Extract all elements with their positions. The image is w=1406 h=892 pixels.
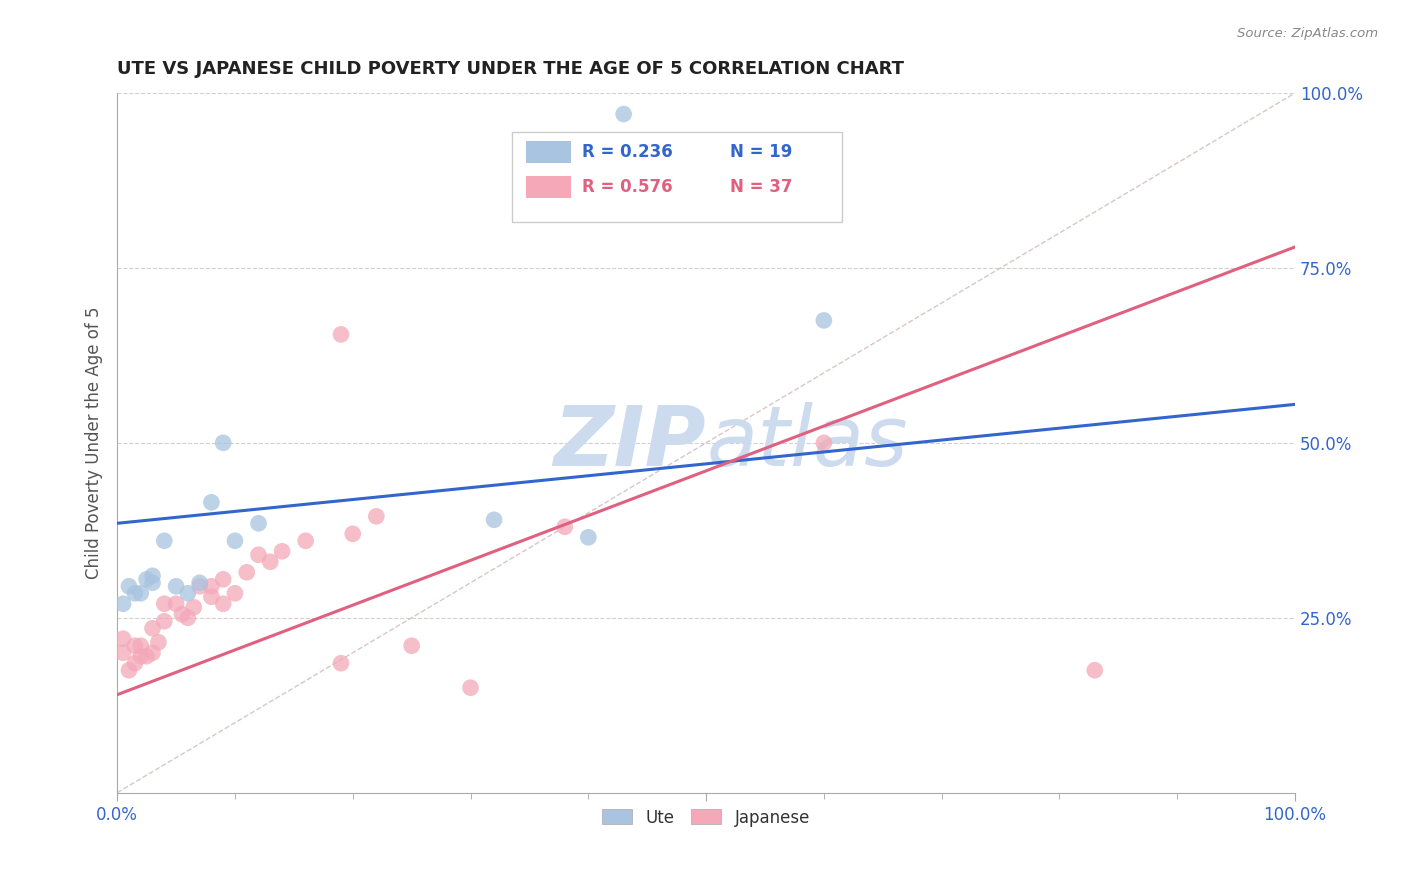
Point <box>330 327 353 342</box>
Point <box>482 513 505 527</box>
Point <box>153 533 176 548</box>
Point <box>212 435 235 450</box>
Point <box>141 646 163 660</box>
Point <box>342 526 364 541</box>
Point <box>177 586 200 600</box>
Point <box>1084 663 1107 677</box>
Point <box>401 639 423 653</box>
Point <box>124 586 146 600</box>
Point <box>112 632 135 646</box>
Point <box>124 639 146 653</box>
Point <box>235 566 257 580</box>
Point <box>118 663 141 677</box>
Point <box>170 607 193 622</box>
Point <box>129 639 152 653</box>
Point <box>124 657 146 671</box>
Point <box>212 572 235 586</box>
Point <box>247 548 270 562</box>
Point <box>224 586 246 600</box>
Point <box>153 597 176 611</box>
Point <box>112 646 135 660</box>
Point <box>576 530 599 544</box>
Point <box>212 597 235 611</box>
Point <box>188 579 211 593</box>
Point <box>129 586 152 600</box>
Text: ZIP: ZIP <box>554 402 706 483</box>
Point <box>177 611 200 625</box>
Point <box>200 495 222 509</box>
Legend: Ute, Japanese: Ute, Japanese <box>596 802 817 833</box>
Text: UTE VS JAPANESE CHILD POVERTY UNDER THE AGE OF 5 CORRELATION CHART: UTE VS JAPANESE CHILD POVERTY UNDER THE … <box>117 60 904 78</box>
Point <box>554 520 576 534</box>
Point <box>259 555 281 569</box>
Point <box>118 579 141 593</box>
Text: N = 37: N = 37 <box>730 178 792 195</box>
FancyBboxPatch shape <box>526 176 571 198</box>
Point <box>613 107 636 121</box>
Text: atlas: atlas <box>706 402 908 483</box>
Point <box>141 575 163 590</box>
Point <box>188 575 211 590</box>
FancyBboxPatch shape <box>512 131 842 222</box>
Point <box>129 649 152 664</box>
Text: R = 0.576: R = 0.576 <box>582 178 673 195</box>
FancyBboxPatch shape <box>526 141 571 163</box>
Point <box>271 544 294 558</box>
Text: R = 0.236: R = 0.236 <box>582 143 673 161</box>
Point <box>813 313 835 327</box>
Point <box>460 681 482 695</box>
Point <box>141 621 163 635</box>
Point <box>366 509 388 524</box>
Point <box>135 649 157 664</box>
Point <box>200 579 222 593</box>
Point <box>112 597 135 611</box>
Point <box>200 590 222 604</box>
Text: N = 19: N = 19 <box>730 143 792 161</box>
Point <box>294 533 316 548</box>
Point <box>183 600 205 615</box>
Text: Source: ZipAtlas.com: Source: ZipAtlas.com <box>1237 27 1378 40</box>
Point <box>165 597 187 611</box>
Point <box>330 657 353 671</box>
Point <box>224 533 246 548</box>
Point <box>813 435 835 450</box>
Point <box>135 572 157 586</box>
Point <box>247 516 270 531</box>
Point <box>153 614 176 628</box>
Point <box>165 579 187 593</box>
Point <box>148 635 170 649</box>
Y-axis label: Child Poverty Under the Age of 5: Child Poverty Under the Age of 5 <box>86 307 103 579</box>
Point <box>141 568 163 582</box>
